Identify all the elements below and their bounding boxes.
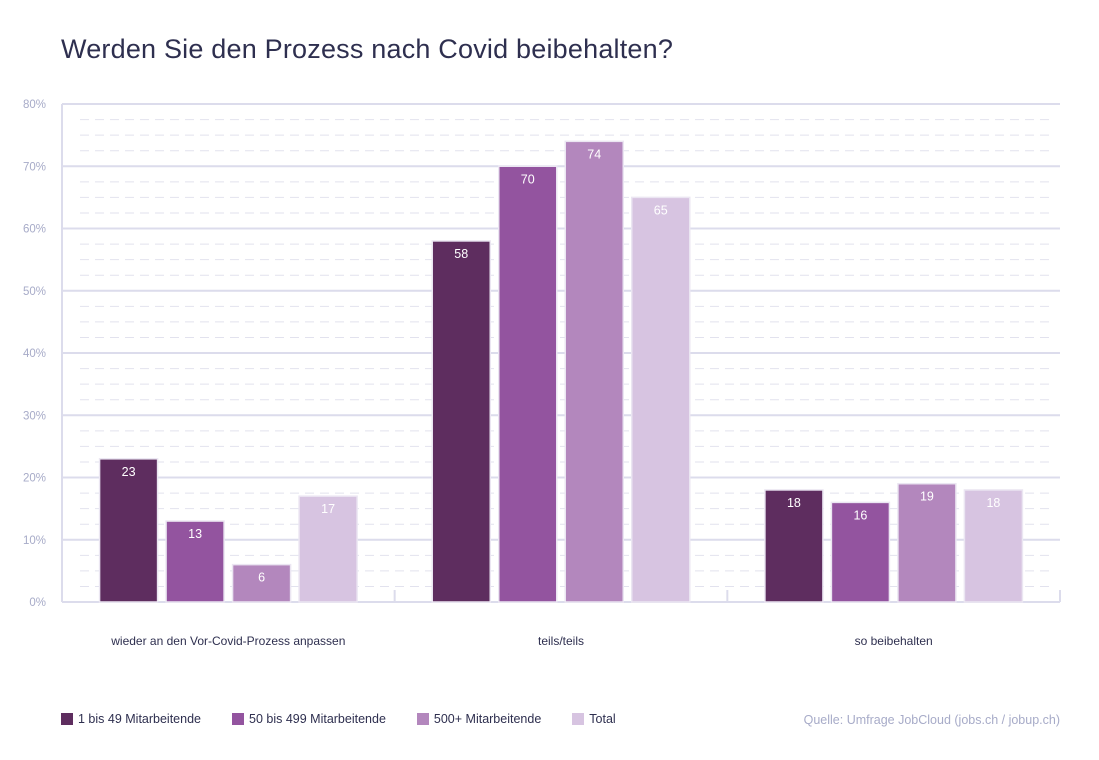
- legend-label: 50 bis 499 Mitarbeitende: [249, 712, 386, 726]
- bar-value-label: 6: [258, 571, 265, 585]
- bar: [100, 459, 158, 602]
- y-tick-label: 10%: [23, 535, 46, 547]
- legend-item-1-49[interactable]: 1 bis 49 Mitarbeitende: [61, 712, 201, 726]
- legend: 1 bis 49 Mitarbeitende 50 bis 499 Mitarb…: [61, 712, 647, 726]
- bar-value-label: 13: [188, 527, 202, 541]
- y-tick-label: 0%: [29, 597, 46, 609]
- bar: [632, 197, 690, 602]
- category-label: teils/teils: [538, 634, 584, 648]
- bar-value-label: 65: [654, 203, 668, 217]
- bar-value-label: 70: [521, 172, 535, 186]
- legend-swatch: [61, 713, 73, 725]
- legend-item-50-499[interactable]: 50 bis 499 Mitarbeitende: [232, 712, 386, 726]
- legend-label: 1 bis 49 Mitarbeitende: [78, 712, 201, 726]
- y-tick-label: 30%: [23, 410, 46, 422]
- legend-swatch: [417, 713, 429, 725]
- bar-chart: 0% 10% 20% 30% 40% 50% 60% 70% 80% 23 13 6 17 wieder …: [0, 0, 1099, 700]
- legend-label: 500+ Mitarbeitende: [434, 712, 541, 726]
- bar: [565, 141, 623, 602]
- source-note: Quelle: Umfrage JobCloud (jobs.ch / jobu…: [804, 713, 1060, 727]
- bar: [432, 241, 490, 602]
- legend-item-total[interactable]: Total: [572, 712, 615, 726]
- bar: [499, 166, 557, 602]
- y-tick-label: 60%: [23, 224, 46, 236]
- category-label: wieder an den Vor-Covid-Prozess anpassen: [110, 634, 345, 648]
- y-tick-label: 70%: [23, 161, 46, 173]
- bar-value-label: 17: [321, 502, 335, 516]
- category-label: so beibehalten: [855, 634, 933, 648]
- y-tick-label: 20%: [23, 473, 46, 485]
- bar-value-label: 58: [454, 247, 468, 261]
- bar-value-label: 16: [853, 508, 867, 522]
- y-tick-label: 40%: [23, 348, 46, 360]
- legend-label: Total: [589, 712, 615, 726]
- y-tick-label: 50%: [23, 286, 46, 298]
- y-tick-label: 80%: [23, 99, 46, 111]
- bar-value-label: 18: [787, 496, 801, 510]
- legend-swatch: [232, 713, 244, 725]
- legend-item-500plus[interactable]: 500+ Mitarbeitende: [417, 712, 541, 726]
- bar-value-label: 18: [986, 496, 1000, 510]
- bar-value-label: 74: [587, 147, 601, 161]
- legend-swatch: [572, 713, 584, 725]
- bar-value-label: 19: [920, 490, 934, 504]
- bar-value-label: 23: [122, 465, 136, 479]
